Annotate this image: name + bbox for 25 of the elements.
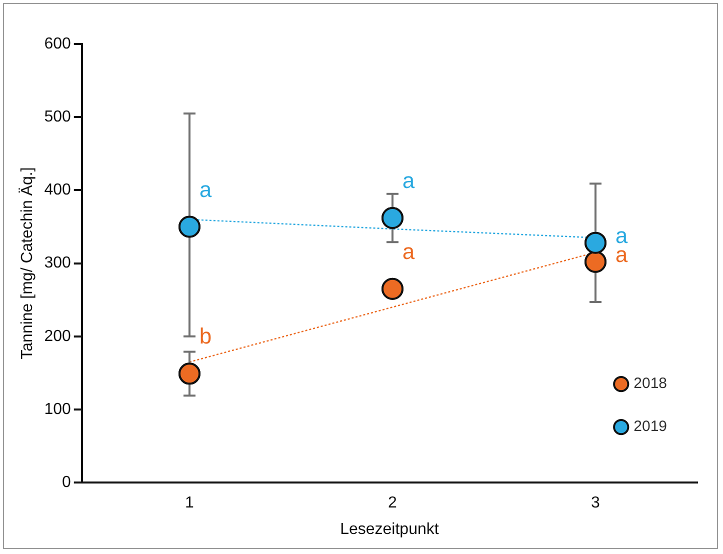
point [381,206,404,229]
annotation: a [402,168,416,194]
legend-label: 2019 [634,418,668,436]
y-tick-label: 200 [44,328,71,345]
legend-label: 2018 [634,375,668,392]
y-tick-label: 400 [44,182,71,199]
annotation: a [615,222,628,248]
point [584,232,606,254]
x-tick-label: 2 [388,494,398,512]
point [178,362,200,385]
y-tick-label: 600 [44,35,71,52]
y-axis-title: Tannine [mg/ Catechin Äq.] [18,167,36,360]
annotation: a [402,238,416,264]
annotation: b [199,324,212,349]
y-tick-label: 500 [44,108,71,126]
x-axis-title: Lesezeitpunkt [340,520,440,538]
x-tick-label: 3 [591,494,600,512]
point [381,278,404,300]
annotation: a [199,176,212,202]
x-tick-label: 1 [185,494,194,512]
y-tick-label: 300 [44,254,71,272]
point [178,216,200,238]
y-tick-label: 0 [62,474,71,492]
y-tick-label: 100 [44,400,71,418]
point [584,250,606,273]
